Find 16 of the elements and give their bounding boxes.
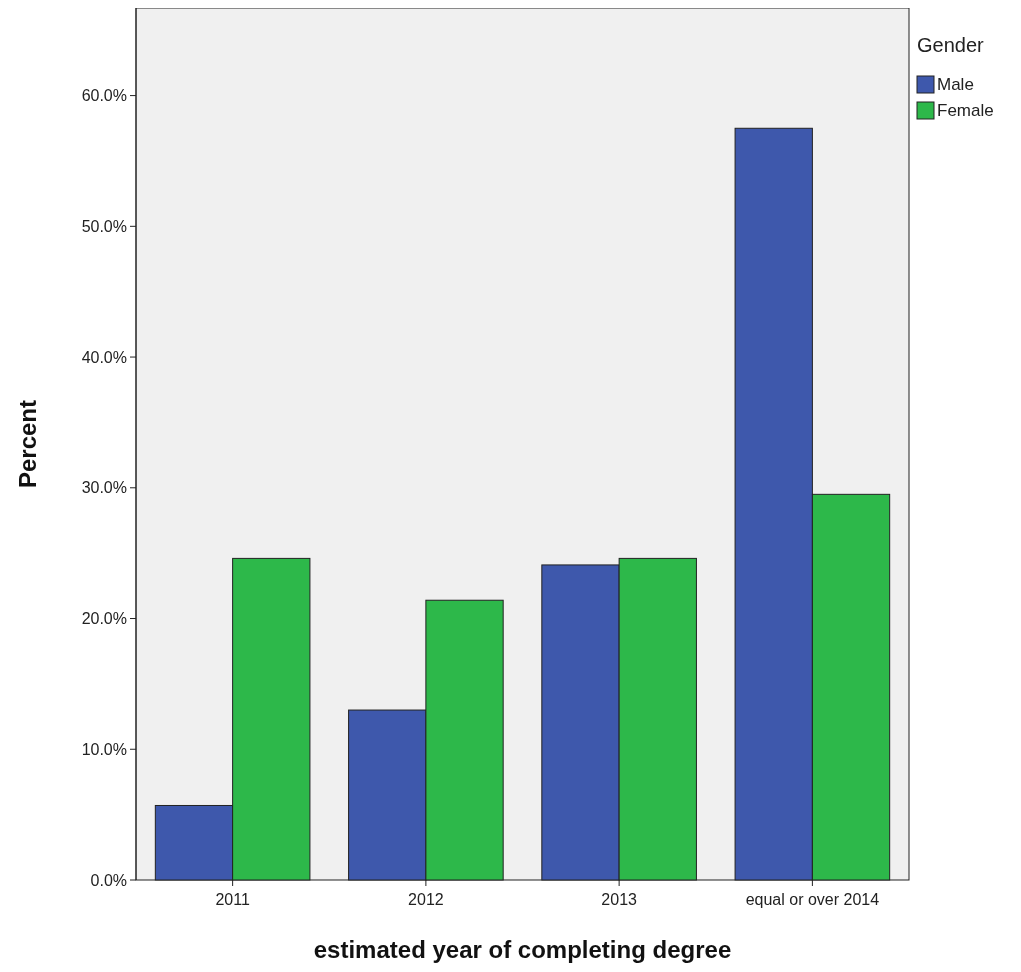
y-axis-title: Percent (14, 399, 41, 489)
x-tick-label: 2012 (408, 891, 444, 908)
legend-label: Male (937, 75, 974, 94)
legend-label: Female (937, 101, 994, 120)
x-tick-label: equal or over 2014 (745, 891, 880, 908)
y-tick-label: 30.0% (81, 479, 127, 497)
y-tick-label: 50.0% (81, 217, 127, 235)
legend-title: Gender (917, 34, 985, 56)
y-tick-label: 0.0% (90, 871, 127, 889)
x-tick-label: 2013 (601, 891, 638, 908)
y-tick-label: 20.0% (81, 610, 127, 628)
y-tick-label: 40.0% (81, 348, 127, 366)
y-tick-label: 60.0% (81, 87, 127, 105)
x-axis-title: estimated year of completing degree (313, 936, 732, 963)
y-tick-label: 10.0% (81, 740, 127, 758)
x-tick-label: 2011 (215, 891, 250, 908)
